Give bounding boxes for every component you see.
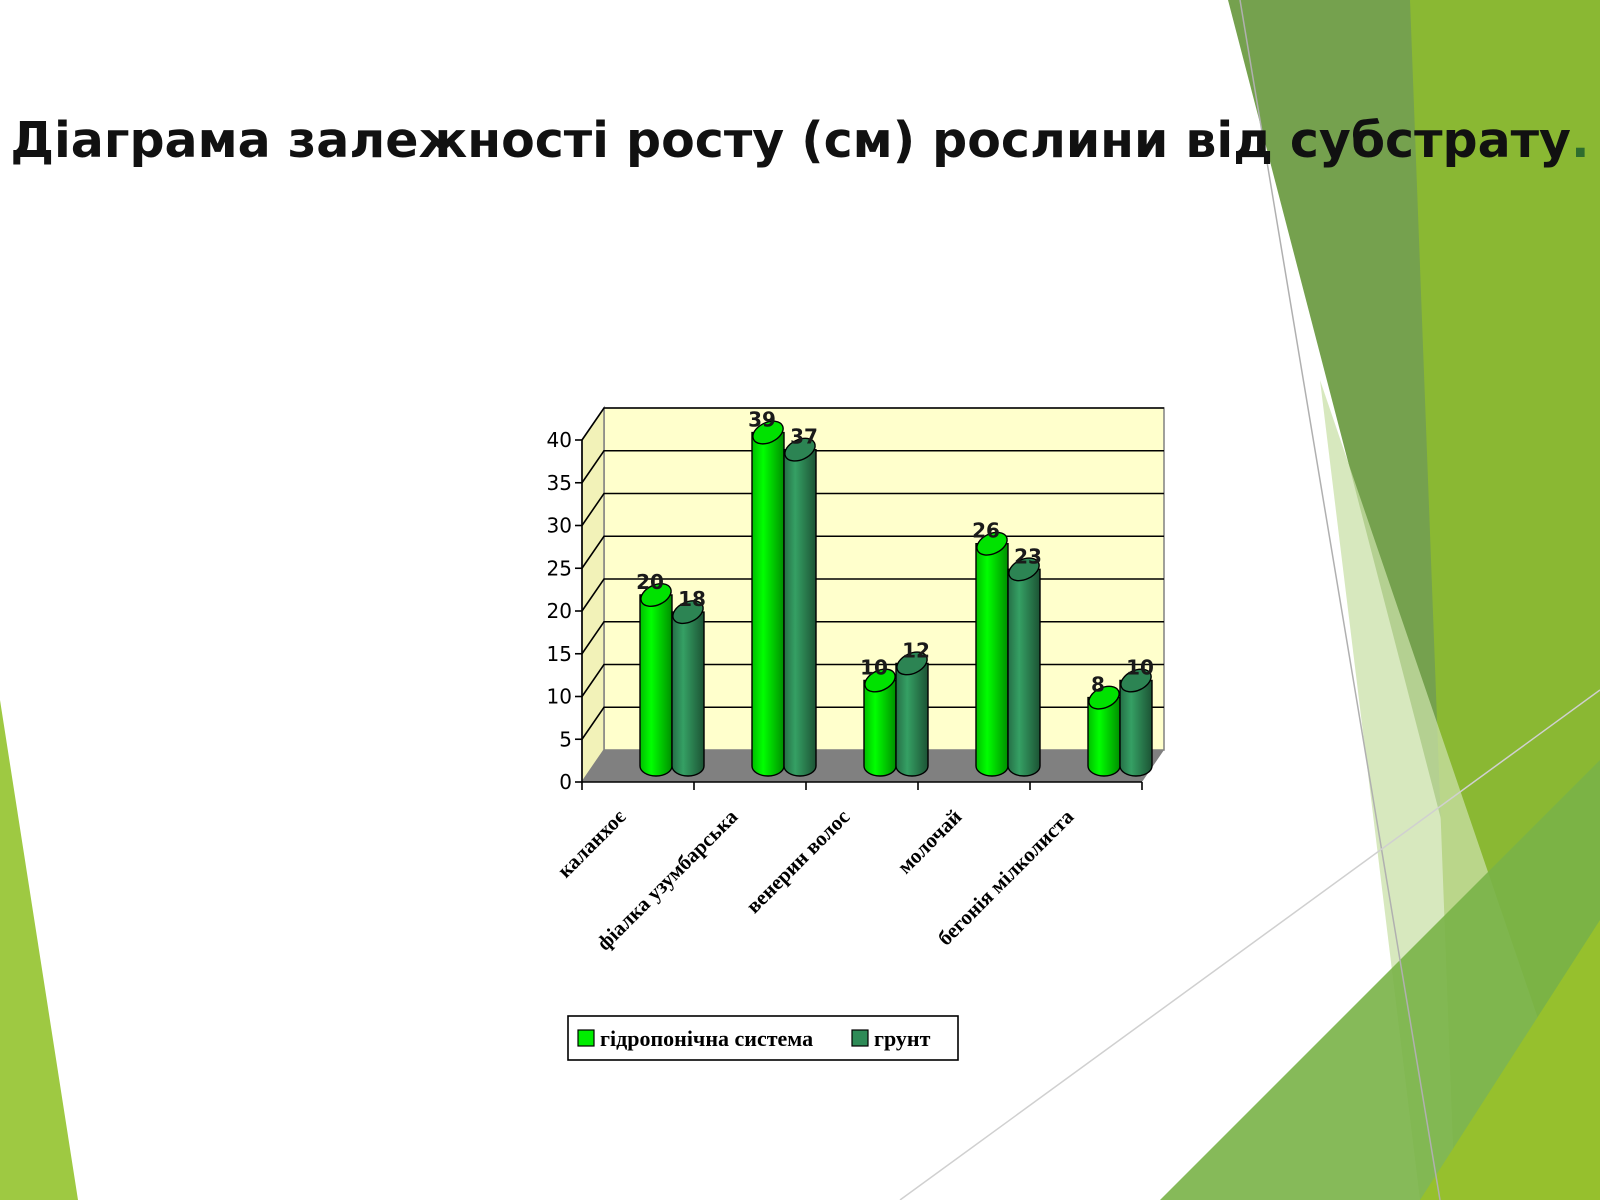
category-label: каланхоє	[552, 805, 630, 883]
y-tick-label: 20	[547, 599, 572, 623]
bar-hydroponic	[1087, 696, 1121, 777]
data-label: 26	[972, 519, 1000, 543]
decor-line-1	[1239, 0, 1441, 1200]
data-label: 12	[902, 638, 930, 662]
data-label: 10	[1126, 656, 1154, 680]
y-tick-label: 35	[547, 471, 572, 495]
bar-top	[640, 582, 672, 608]
bar-hydroponic	[863, 679, 897, 777]
slide-title-text: Діаграма залежності росту (см) рослини в…	[10, 112, 1571, 169]
y-tick-label: 0	[559, 770, 572, 794]
data-label: 10	[860, 656, 888, 680]
category-label: венерин волос	[741, 805, 854, 918]
legend-box	[567, 1015, 959, 1061]
gridline	[581, 492, 1164, 526]
bar-top	[1088, 685, 1120, 710]
bar-top	[864, 668, 896, 693]
legend-label: грунт	[874, 1026, 931, 1051]
bar-top	[752, 420, 784, 445]
data-label: 8	[1091, 673, 1105, 697]
bar-soil	[783, 448, 817, 777]
bar-soil	[1007, 568, 1041, 777]
bar-top	[976, 531, 1008, 556]
bar-top	[784, 437, 816, 462]
y-tick-label: 30	[547, 514, 572, 538]
gridline	[581, 407, 1164, 441]
y-tick-label: 5	[559, 727, 572, 751]
data-label: 20	[636, 570, 664, 594]
data-label: 18	[678, 587, 706, 611]
data-label: 39	[748, 408, 776, 432]
legend-swatch	[577, 1029, 595, 1047]
y-tick-label: 10	[547, 685, 572, 709]
bar-hydroponic	[639, 594, 673, 777]
bar-top	[1008, 557, 1040, 582]
bar-top	[1120, 668, 1152, 693]
bar-top	[672, 600, 704, 625]
data-label: 23	[1014, 544, 1042, 568]
slide-title: Діаграма залежності росту (см) рослини в…	[0, 112, 1600, 169]
gridline	[581, 535, 1164, 569]
y-tick-label: 15	[547, 642, 572, 666]
gridline	[581, 449, 1164, 484]
data-label: 37	[790, 425, 818, 449]
legend-label: гідропонічна система	[600, 1026, 813, 1051]
bottom-right-lime-triangle	[1420, 920, 1600, 1200]
bar-soil	[1119, 679, 1153, 777]
bottom-green-triangle	[1160, 760, 1600, 1200]
decor-line-2	[899, 689, 1600, 1200]
bar-hydroponic	[751, 431, 785, 777]
left-green-triangle	[0, 700, 78, 1200]
y-tick-label: 40	[547, 428, 572, 452]
y-tick-label: 25	[547, 556, 572, 580]
bar-soil	[671, 611, 705, 777]
bar-top	[896, 651, 928, 676]
legend-swatch	[851, 1029, 869, 1047]
category-label: молочай	[892, 805, 966, 879]
bar-hydroponic	[975, 543, 1009, 777]
slide-title-period: .	[1570, 112, 1590, 169]
bar-soil	[895, 662, 929, 777]
